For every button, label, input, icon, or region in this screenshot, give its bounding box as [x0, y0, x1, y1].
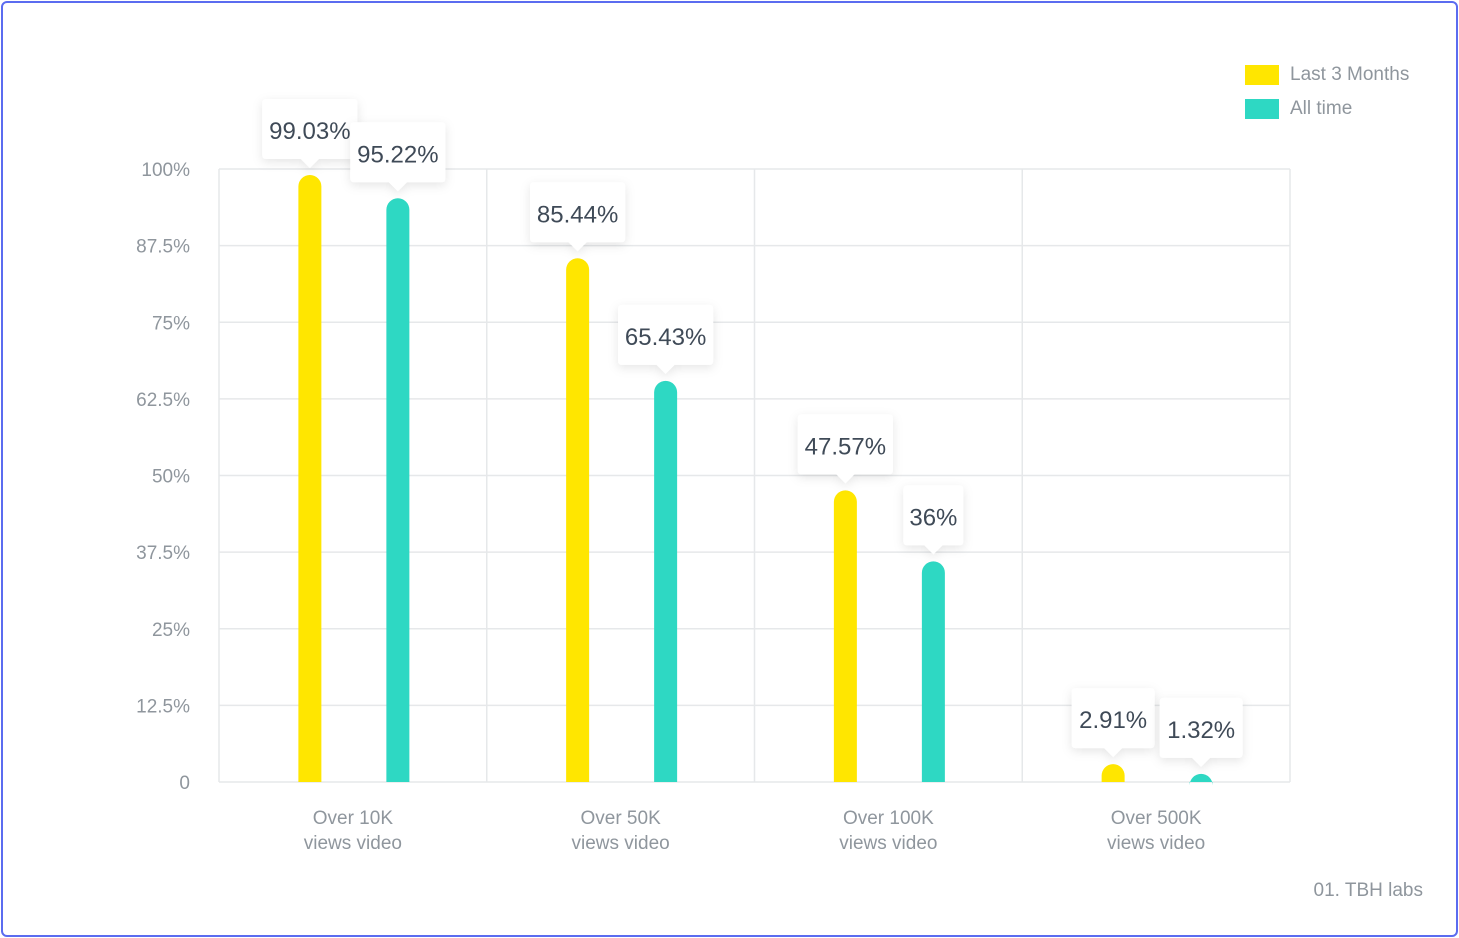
x-tick-label: views video — [1107, 833, 1205, 854]
y-tick-label: 50% — [152, 467, 190, 488]
data-label-callout: 85.44% — [530, 182, 626, 252]
data-label-bubble — [262, 98, 358, 168]
legend-item-all-time[interactable]: All time — [1245, 92, 1409, 126]
data-label-callout: 36% — [903, 485, 964, 555]
bar-all-time — [1189, 773, 1213, 786]
data-label-bubble — [1071, 688, 1155, 758]
x-tick-label: Over 500K — [1111, 808, 1202, 829]
data-label-bubble — [797, 414, 893, 484]
data-label-callout: 47.57% — [797, 414, 893, 484]
y-tick-label: 12.5% — [136, 696, 190, 717]
data-label-bubble — [530, 182, 626, 252]
bar-all-time — [386, 198, 410, 783]
y-tick-label: 75% — [152, 313, 190, 334]
y-tick-label: 25% — [152, 620, 190, 641]
y-tick-label: 0 — [179, 773, 190, 794]
bar-all-time — [921, 561, 945, 782]
legend-label: Last 3 Months — [1290, 64, 1410, 85]
data-label-bubble — [903, 485, 964, 555]
data-label: 36% — [909, 504, 957, 531]
y-tick-label: 87.5% — [136, 237, 190, 258]
data-label: 95.22% — [357, 141, 438, 168]
y-tick-label: 100% — [141, 160, 190, 181]
x-tick-label: views video — [839, 833, 937, 854]
legend-label: All time — [1290, 98, 1353, 119]
y-axis: 0 12.5% 25% 37.5% 50% 62.5% 75% 87.5% 100% — [136, 160, 190, 794]
data-label-callout: 99.03% — [262, 98, 358, 168]
data-label-callout: 95.22% — [350, 122, 446, 192]
x-tick-label: Over 50K — [580, 808, 661, 829]
data-label-bubble — [1159, 697, 1243, 767]
data-label: 1.32% — [1167, 717, 1235, 744]
source-note: 01. TBH labs — [1313, 880, 1423, 901]
legend-item-last-3-months[interactable]: Last 3 Months — [1245, 58, 1409, 92]
data-label: 99.03% — [269, 118, 350, 145]
bar-last-3-months — [1101, 764, 1125, 782]
bar-all-time — [654, 380, 678, 782]
data-label-bubble — [618, 304, 714, 374]
data-label-callout: 1.32% — [1159, 697, 1243, 767]
x-tick-label: Over 100K — [843, 808, 934, 829]
data-labels: 99.03% 85.44% 47.57% 2.91% 95.22% 65.43% 36% 1.… — [262, 98, 1243, 767]
data-label-callout: 65.43% — [618, 304, 714, 374]
y-tick-label: 37.5% — [136, 543, 190, 564]
legend: Last 3 Months All time — [1245, 58, 1409, 126]
bar-last-3-months — [566, 258, 590, 782]
bar-last-3-months — [833, 490, 857, 782]
data-label-callout: 2.91% — [1071, 688, 1155, 758]
x-tick-label: Over 10K — [313, 808, 394, 829]
data-label: 65.43% — [625, 324, 706, 351]
legend-swatch — [1245, 99, 1279, 119]
data-label: 47.57% — [805, 433, 886, 460]
bar-last-3-months — [298, 174, 322, 783]
data-label: 85.44% — [537, 201, 618, 228]
x-tick-label: views video — [572, 833, 670, 854]
bars — [298, 174, 1213, 786]
y-tick-label: 62.5% — [136, 390, 190, 411]
data-label-bubble — [350, 122, 446, 192]
data-label: 2.91% — [1079, 707, 1147, 734]
x-tick-label: views video — [304, 833, 402, 854]
x-axis: Over 10K views video Over 50K views video Ov… — [304, 808, 1205, 854]
legend-swatch — [1245, 65, 1279, 85]
